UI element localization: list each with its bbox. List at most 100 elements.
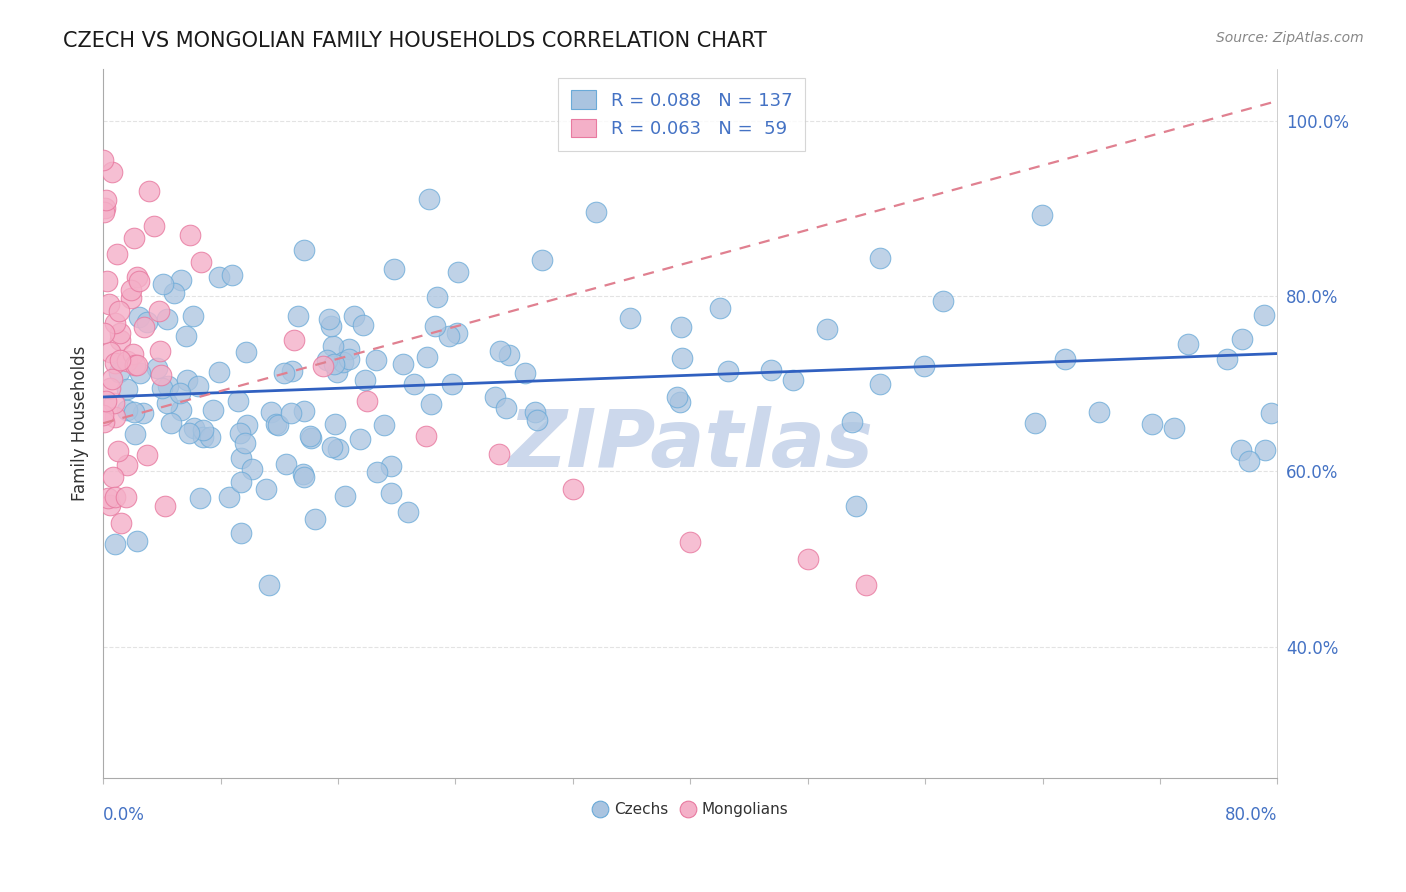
- Point: [488, 344, 510, 359]
- Point: [124, 405, 146, 419]
- Point: [1177, 337, 1199, 351]
- Point: [1230, 443, 1253, 458]
- Point: [93, 153, 115, 168]
- Point: [366, 353, 388, 368]
- Point: [292, 243, 315, 257]
- Text: 80.0%: 80.0%: [1225, 806, 1278, 824]
- Point: [150, 381, 173, 395]
- Point: [108, 352, 131, 367]
- Point: [446, 265, 468, 279]
- Point: [152, 277, 174, 292]
- Point: [138, 184, 160, 198]
- Point: [717, 364, 740, 378]
- Point: [276, 457, 298, 471]
- Point: [932, 293, 955, 308]
- Point: [337, 342, 360, 356]
- Point: [531, 252, 554, 267]
- Point: [671, 351, 693, 365]
- Point: [1254, 443, 1277, 458]
- Text: 0.0%: 0.0%: [103, 806, 145, 824]
- Point: [561, 482, 583, 496]
- Point: [669, 320, 692, 334]
- Point: [128, 310, 150, 324]
- Point: [176, 374, 198, 388]
- Point: [104, 537, 127, 551]
- Point: [124, 358, 146, 372]
- Point: [396, 505, 419, 519]
- Point: [281, 363, 304, 377]
- Point: [585, 204, 607, 219]
- Point: [353, 373, 375, 387]
- Point: [190, 255, 212, 269]
- Point: [221, 268, 243, 282]
- Point: [759, 362, 782, 376]
- Point: [121, 291, 143, 305]
- Point: [796, 552, 818, 566]
- Point: [488, 447, 510, 461]
- Point: [100, 372, 122, 386]
- Point: [163, 285, 186, 300]
- Point: [513, 366, 536, 380]
- Point: [326, 365, 349, 379]
- Point: [415, 350, 437, 364]
- Point: [1163, 421, 1185, 435]
- Point: [280, 406, 302, 420]
- Point: [1260, 406, 1282, 420]
- Point: [125, 534, 148, 549]
- Point: [233, 436, 256, 450]
- Point: [136, 448, 159, 462]
- Point: [97, 297, 120, 311]
- Point: [380, 459, 402, 474]
- Point: [318, 311, 340, 326]
- Point: [426, 290, 449, 304]
- Point: [115, 382, 138, 396]
- Point: [235, 345, 257, 359]
- Point: [446, 326, 468, 340]
- Point: [912, 359, 935, 373]
- Point: [93, 205, 115, 219]
- Point: [115, 402, 138, 417]
- Point: [93, 326, 115, 340]
- Point: [94, 201, 117, 215]
- Point: [107, 365, 129, 379]
- Text: Source: ZipAtlas.com: Source: ZipAtlas.com: [1216, 31, 1364, 45]
- Point: [177, 425, 200, 440]
- Point: [131, 406, 153, 420]
- Text: CZECH VS MONGOLIAN FAMILY HOUSEHOLDS CORRELATION CHART: CZECH VS MONGOLIAN FAMILY HOUSEHOLDS COR…: [63, 31, 768, 51]
- Point: [187, 378, 209, 392]
- Point: [315, 353, 337, 368]
- Y-axis label: Family Households: Family Households: [72, 345, 89, 501]
- Point: [1024, 416, 1046, 430]
- Point: [404, 377, 426, 392]
- Point: [420, 397, 443, 411]
- Point: [841, 415, 863, 429]
- Point: [349, 432, 371, 446]
- Point: [150, 368, 173, 382]
- Point: [229, 451, 252, 466]
- Point: [110, 516, 132, 531]
- Point: [153, 500, 176, 514]
- Text: ZIPatlas: ZIPatlas: [508, 406, 873, 483]
- Point: [104, 356, 127, 370]
- Point: [93, 415, 115, 429]
- Point: [1216, 351, 1239, 366]
- Point: [127, 269, 149, 284]
- Point: [299, 429, 322, 443]
- Point: [815, 322, 838, 336]
- Point: [236, 418, 259, 433]
- Point: [96, 393, 118, 408]
- Point: [1088, 405, 1111, 419]
- Point: [191, 430, 214, 444]
- Point: [94, 194, 117, 208]
- Point: [148, 304, 170, 318]
- Point: [292, 404, 315, 418]
- Point: [179, 228, 201, 243]
- Point: [498, 348, 520, 362]
- Point: [96, 274, 118, 288]
- Point: [257, 577, 280, 591]
- Point: [208, 365, 231, 379]
- Point: [181, 309, 204, 323]
- Point: [129, 366, 152, 380]
- Point: [226, 394, 249, 409]
- Point: [382, 261, 405, 276]
